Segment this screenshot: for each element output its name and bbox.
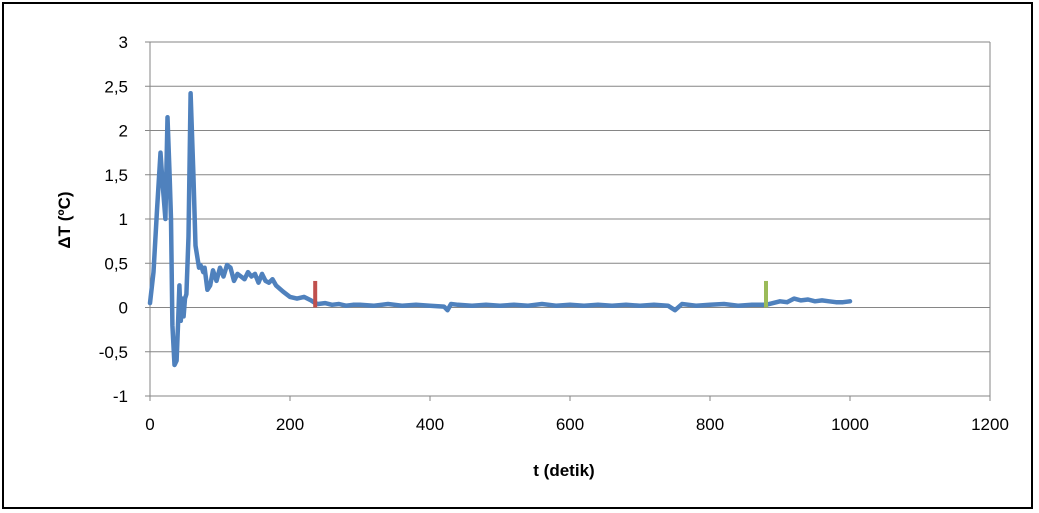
y-tick-label: -0,5 xyxy=(99,343,128,362)
y-tick-label: 2,5 xyxy=(104,77,128,96)
y-tick-label: -1 xyxy=(113,387,128,406)
y-tick-label: 1 xyxy=(119,210,128,229)
x-tick-label: 400 xyxy=(416,415,444,434)
x-tick-label: 1200 xyxy=(971,415,1009,434)
x-tick-label: 200 xyxy=(276,415,304,434)
axes xyxy=(145,41,991,401)
data-series xyxy=(147,91,853,368)
grid-lines xyxy=(150,41,990,397)
y-tick-label: 3 xyxy=(119,33,128,52)
x-tick-label: 600 xyxy=(556,415,584,434)
event-markers xyxy=(313,280,768,308)
x-axis-title: t (detik) xyxy=(533,461,594,480)
y-tick-label: 1,5 xyxy=(104,166,128,185)
x-tick-label: 800 xyxy=(696,415,724,434)
tick-labels: -1 -0,5 0 0,5 1 1,5 2 2,5 3 0 200 400 600 800 1000 1200 xyxy=(99,33,1009,434)
series-line xyxy=(147,91,853,368)
y-tick-label: 2 xyxy=(119,122,128,141)
y-tick-label: 0 xyxy=(119,299,128,318)
y-axis-title: ΔT (ºC) xyxy=(55,191,74,248)
x-tick-label: 0 xyxy=(145,415,154,434)
x-tick-label: 1000 xyxy=(831,415,869,434)
y-tick-label: 0,5 xyxy=(104,254,128,273)
